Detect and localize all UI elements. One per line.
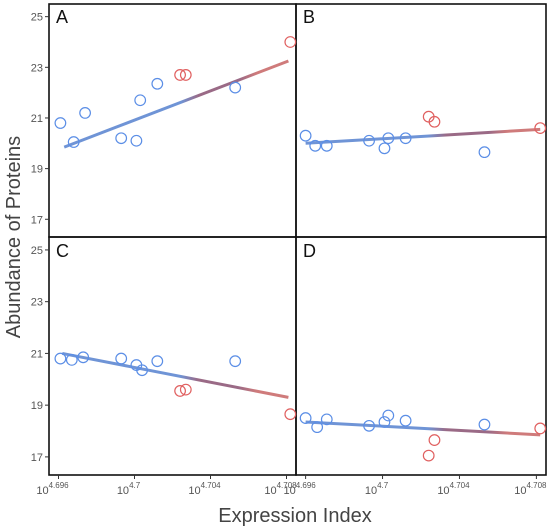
data-point-d-4	[363, 419, 375, 432]
panel-label-a: A	[56, 7, 68, 27]
data-point-a-5	[130, 134, 143, 147]
data-point-c-1	[54, 352, 67, 365]
x-tick-label-left-3: 104.704	[188, 481, 221, 497]
ticks-layer: 17 19 21 23 25 17 19 21 23 25 104.696 104.7 104.704 1…	[31, 12, 547, 497]
fit-line-b	[305, 127, 541, 145]
data-point-b-3	[320, 139, 333, 152]
data-point-a-3	[79, 107, 91, 119]
panel-label-b: B	[303, 7, 315, 27]
y-tick-label-top-5: 25	[31, 12, 43, 24]
x-tick-label-left-2: 104.7	[117, 481, 141, 497]
data-point-a-6	[134, 94, 147, 107]
data-point-b-2	[309, 139, 322, 152]
data-point-c-3	[77, 351, 90, 364]
data-point-b-9	[428, 115, 441, 128]
data-point-a-2	[67, 136, 80, 148]
data-point-c-9	[179, 383, 192, 396]
data-point-b-1	[299, 129, 312, 142]
data-point-d-8	[422, 449, 435, 462]
data-point-d-11	[534, 422, 547, 435]
data-point-c-6	[136, 364, 149, 377]
data-point-d-3	[320, 413, 333, 426]
data-point-b-11	[534, 122, 547, 134]
data-point-b-4	[363, 134, 375, 147]
data-point-c-11	[284, 408, 297, 421]
panel-label-c: C	[56, 241, 69, 261]
data-point-b-10	[478, 146, 491, 159]
y-tick-label-top-1: 17	[31, 214, 43, 226]
y-tick-label-bottom-3: 21	[31, 348, 43, 360]
panel-label-d: D	[303, 241, 316, 261]
fit-line-d	[305, 420, 541, 437]
data-point-a-1	[54, 117, 67, 129]
x-tick-label-left-1: 104.696	[36, 481, 69, 497]
data-point-c-8	[174, 385, 187, 397]
data-point-d-6	[382, 409, 395, 422]
fit-lines-layer	[62, 59, 541, 437]
y-tick-label-top-3: 21	[31, 113, 43, 125]
data-point-d-9	[428, 434, 441, 446]
data-point-a-7	[151, 77, 164, 90]
panel-frame-a	[48, 3, 297, 238]
data-point-c-7	[151, 355, 164, 368]
data-point-d-5	[378, 416, 391, 428]
y-tick-label-bottom-2: 19	[31, 400, 43, 412]
fit-line-c	[62, 351, 289, 399]
x-tick-label-right-2: 104.7	[365, 481, 389, 497]
y-tick-label-top-2: 19	[31, 164, 43, 176]
fit-line-a	[63, 59, 289, 149]
data-point-b-5	[378, 142, 391, 155]
data-point-d-1	[299, 412, 312, 424]
x-tick-label-right-1: 104.696	[283, 481, 316, 497]
y-tick-label-top-4: 23	[31, 62, 43, 74]
y-tick-label-bottom-4: 23	[31, 297, 43, 309]
data-point-c-4	[115, 352, 128, 365]
data-point-c-2	[65, 353, 78, 366]
y-axis-title: Abundance of Proteins	[3, 136, 25, 338]
data-point-d-7	[399, 414, 412, 427]
data-point-b-7	[399, 132, 412, 145]
panels-layer	[48, 3, 547, 476]
x-tick-label-left-4: 104.708	[264, 481, 297, 497]
x-axis-title: Expression Index	[218, 505, 371, 527]
x-tick-label-right-4: 104.708	[514, 481, 547, 497]
panel-frame-b	[295, 3, 547, 238]
data-point-b-6	[382, 132, 395, 145]
data-point-d-2	[311, 421, 324, 434]
data-point-a-8	[174, 69, 187, 81]
points-layer	[54, 36, 547, 462]
panel-frame-d	[295, 236, 547, 476]
data-point-a-4	[115, 132, 128, 145]
data-point-d-10	[478, 418, 491, 431]
data-point-a-9	[179, 69, 192, 81]
data-point-a-10	[229, 81, 242, 94]
x-tick-label-right-3: 104.704	[437, 481, 470, 497]
data-point-a-11	[284, 36, 297, 48]
y-tick-label-bottom-5: 25	[31, 245, 43, 257]
panel-frame-c	[48, 236, 297, 476]
data-point-c-10	[229, 355, 242, 368]
y-tick-label-bottom-1: 17	[31, 452, 43, 464]
